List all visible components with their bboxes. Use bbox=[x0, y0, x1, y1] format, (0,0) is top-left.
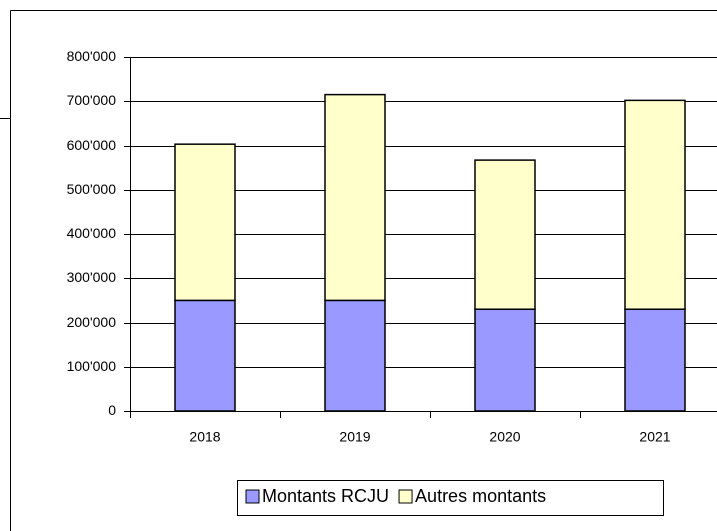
y-tick-label: 300'000 bbox=[67, 269, 117, 285]
legend-swatch bbox=[398, 489, 413, 504]
x-tick-label: 2019 bbox=[339, 429, 370, 445]
x-tick-label: 2018 bbox=[189, 429, 220, 445]
bar bbox=[624, 308, 686, 412]
y-tick-label: 400'000 bbox=[67, 225, 117, 241]
x-tick-label: 2020 bbox=[489, 429, 520, 445]
y-tick-label: 200'000 bbox=[67, 314, 117, 330]
bar bbox=[174, 143, 236, 302]
bar bbox=[624, 99, 686, 310]
bar bbox=[474, 159, 536, 310]
y-tick-label: 600'000 bbox=[67, 137, 117, 153]
legend-label: Montants RCJU bbox=[262, 486, 389, 506]
y-tick-label: 800'000 bbox=[67, 48, 117, 64]
y-tick-label: 700'000 bbox=[67, 92, 117, 108]
bar bbox=[474, 308, 536, 412]
y-tick-label: 100'000 bbox=[67, 358, 117, 374]
bar bbox=[174, 299, 236, 412]
legend-box bbox=[237, 480, 664, 516]
x-tick-label: 2021 bbox=[639, 429, 670, 445]
bar bbox=[324, 93, 386, 302]
legend-swatch bbox=[245, 489, 260, 504]
y-tick-label: 0 bbox=[108, 402, 116, 418]
bar bbox=[324, 299, 386, 412]
y-tick-label: 500'000 bbox=[67, 181, 117, 197]
legend-label: Autres montants bbox=[415, 486, 546, 506]
